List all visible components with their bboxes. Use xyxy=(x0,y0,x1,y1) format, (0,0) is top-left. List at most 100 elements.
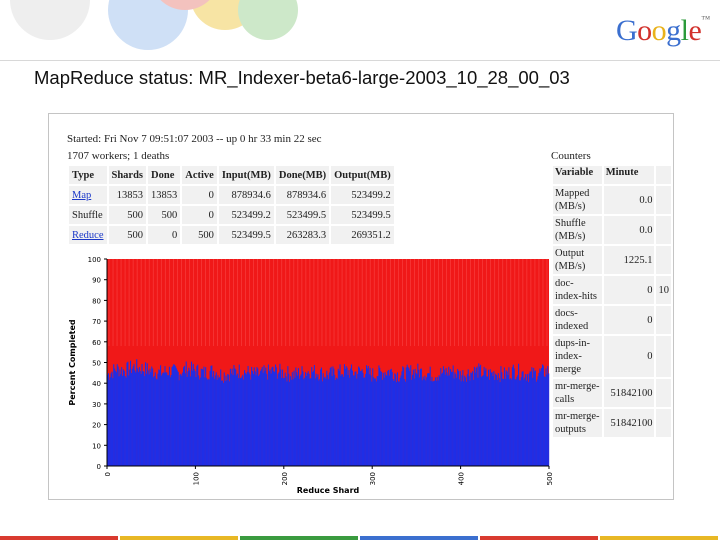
completion-bar xyxy=(310,378,312,466)
completion-bar xyxy=(467,369,469,466)
counter-row: Output (MB/s) 1225.1 xyxy=(553,246,671,274)
completion-bar xyxy=(366,368,368,466)
completion-bar xyxy=(384,372,386,466)
completion-bar xyxy=(146,363,148,466)
completion-bar xyxy=(472,371,474,466)
completion-bar xyxy=(291,372,293,466)
completion-bar xyxy=(340,375,342,466)
table-cell: 878934.6 xyxy=(275,186,330,204)
completion-bar xyxy=(528,373,530,466)
completion-bar xyxy=(293,370,295,466)
completion-bar xyxy=(324,376,326,466)
logo-letter: G xyxy=(616,14,638,47)
completion-bar xyxy=(282,369,284,466)
completion-bar xyxy=(343,364,345,466)
completion-bar xyxy=(208,379,210,466)
completion-bar xyxy=(224,381,226,466)
completion-bar xyxy=(194,371,196,466)
completion-bar xyxy=(190,361,193,466)
completion-bar xyxy=(482,375,484,466)
completion-bar xyxy=(312,370,315,466)
counter-value: 0 xyxy=(603,336,655,377)
completion-bar xyxy=(504,378,506,466)
completion-bar xyxy=(128,375,130,466)
logo-letter: l xyxy=(680,14,689,47)
completion-bar xyxy=(461,375,463,466)
completion-bar xyxy=(227,373,229,466)
table-cell: 263283.3 xyxy=(275,226,330,244)
completion-bar xyxy=(427,373,429,466)
completion-bar xyxy=(192,364,194,466)
completion-bar xyxy=(219,377,221,466)
completion-bar xyxy=(122,369,124,466)
completion-bar xyxy=(282,378,284,466)
reduce-link-cell[interactable]: Reduce xyxy=(69,226,107,244)
completion-bar xyxy=(129,369,131,466)
completion-bar xyxy=(449,369,452,466)
completion-bar xyxy=(487,376,489,466)
completion-bar xyxy=(479,366,481,466)
completion-bar xyxy=(446,372,448,466)
map-link[interactable]: Map xyxy=(72,189,92,201)
completion-bar xyxy=(215,372,217,466)
completion-bar xyxy=(468,375,470,466)
completion-bar xyxy=(539,368,541,466)
counter-clipped-value: 10 xyxy=(656,276,671,304)
completion-bar xyxy=(526,380,528,466)
completion-bar xyxy=(527,382,529,466)
completion-bar xyxy=(545,368,547,466)
completion-bar xyxy=(367,366,369,466)
completion-bar xyxy=(374,378,376,466)
completion-bar xyxy=(486,376,488,466)
completion-bar xyxy=(354,371,356,466)
completion-bar xyxy=(144,376,146,466)
reduce-progress-chart: 0 10 20 30 40 50 60 70 80 90 100 0 100 200 300 400 500 Re… xyxy=(68,256,553,494)
completion-bar xyxy=(141,364,143,466)
completion-bar xyxy=(183,365,185,466)
x-axis-label: Reduce Shard xyxy=(297,486,360,494)
completion-bar xyxy=(362,372,364,466)
counter-value: 0 xyxy=(603,306,655,334)
completion-bar xyxy=(200,368,202,466)
completion-bar xyxy=(167,375,170,466)
completion-bar xyxy=(315,373,317,466)
completion-bar xyxy=(306,373,308,466)
completion-bar xyxy=(434,377,437,466)
counter-extra xyxy=(656,216,671,244)
completion-bar xyxy=(303,379,305,466)
completion-bar xyxy=(277,373,279,466)
completion-bar xyxy=(261,366,263,466)
completion-bar xyxy=(320,367,323,466)
counters-header: Variable Minute xyxy=(553,166,671,184)
completion-bar xyxy=(222,382,224,466)
completion-bar xyxy=(455,374,457,466)
col-done-mb: Done(MB) xyxy=(275,166,330,184)
col-output: Output(MB) xyxy=(331,166,394,184)
reduce-link[interactable]: Reduce xyxy=(72,229,104,241)
completion-bar xyxy=(172,365,174,466)
completion-bar xyxy=(370,375,372,466)
completion-bar xyxy=(206,377,208,466)
completion-bar xyxy=(407,366,409,466)
y-tick-label: 80 xyxy=(92,297,101,305)
completion-bar xyxy=(221,380,223,466)
table-cell: 269351.2 xyxy=(331,226,394,244)
completion-bar xyxy=(389,369,391,466)
counter-extra xyxy=(656,246,671,274)
map-link-cell[interactable]: Map xyxy=(69,186,107,204)
completion-bar xyxy=(145,362,147,466)
completion-bar xyxy=(478,363,480,466)
completion-bar xyxy=(425,380,427,466)
completion-bar xyxy=(260,369,262,466)
completion-bar xyxy=(198,375,200,466)
completion-bar xyxy=(137,372,140,466)
completion-bar xyxy=(381,379,384,466)
table-cell: 523499.5 xyxy=(275,206,330,224)
completion-bar xyxy=(136,359,138,466)
completion-bar xyxy=(377,376,379,466)
table-cell: 500 xyxy=(148,206,181,224)
counters-title: Counters xyxy=(551,150,591,162)
completion-bar xyxy=(207,378,209,466)
completion-bar xyxy=(518,363,520,466)
col-shards: Shards xyxy=(108,166,147,184)
